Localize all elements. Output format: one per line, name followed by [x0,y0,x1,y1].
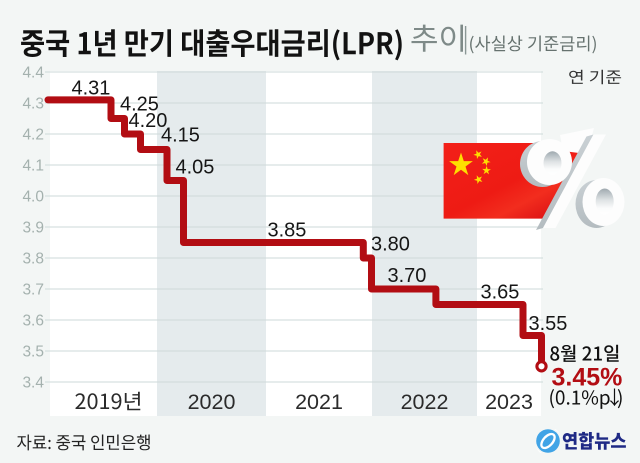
svg-text:2023: 2023 [485,390,533,414]
svg-text:3.70: 3.70 [388,265,427,287]
svg-text:4.05: 4.05 [176,157,215,179]
svg-text:4.20: 4.20 [129,110,168,132]
svg-text:4.4: 4.4 [22,64,44,81]
svg-text:3.4: 3.4 [22,374,44,391]
svg-text:2022: 2022 [401,390,449,414]
svg-text:4.0: 4.0 [22,188,44,205]
svg-text:3.8: 3.8 [22,250,44,267]
svg-text:3.85: 3.85 [268,220,307,242]
svg-text:4.1: 4.1 [22,157,44,174]
svg-text:4.25: 4.25 [120,94,159,116]
svg-text:3.5: 3.5 [22,343,44,360]
svg-text:3.80: 3.80 [371,234,410,256]
svg-text:4.15: 4.15 [161,125,200,147]
svg-text:3.9: 3.9 [22,219,44,236]
svg-text:3.45%: 3.45% [552,364,623,392]
svg-text:3.55: 3.55 [529,313,568,335]
svg-text:4.31: 4.31 [72,78,111,100]
svg-text:3.7: 3.7 [22,281,44,298]
svg-text:2021: 2021 [295,390,343,414]
svg-text:4.2: 4.2 [22,126,44,143]
svg-text:2020: 2020 [188,390,236,414]
svg-text:3.6: 3.6 [22,312,44,329]
svg-text:3.65: 3.65 [481,281,520,303]
svg-text:4.3: 4.3 [22,95,44,112]
